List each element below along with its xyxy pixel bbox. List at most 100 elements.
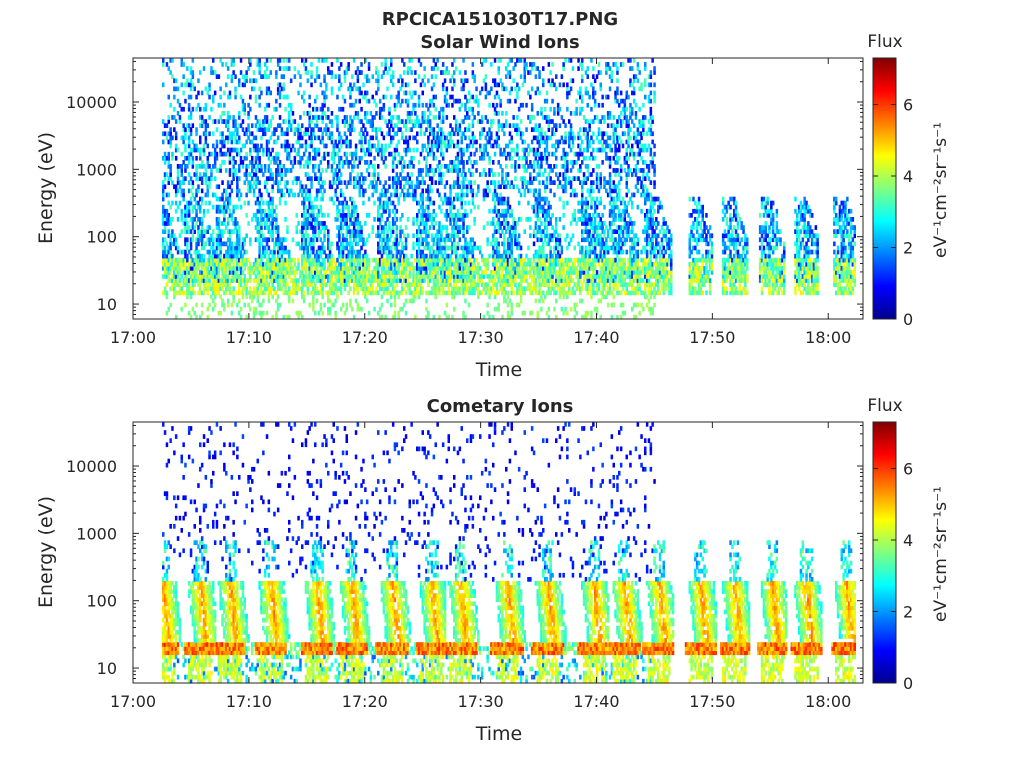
heatmap-cell [236, 176, 239, 181]
heatmap-cell [336, 278, 339, 283]
heatmap-cell [414, 314, 417, 320]
heatmap-cell [238, 233, 241, 239]
heatmap-cell [339, 261, 343, 267]
heatmap-cell [362, 290, 365, 296]
heatmap-cell [247, 270, 250, 275]
heatmap-cell [408, 66, 411, 71]
heatmap-cell [354, 229, 358, 234]
heatmap-cell [501, 286, 504, 292]
heatmap-cell [323, 274, 326, 279]
heatmap-cell [373, 184, 376, 190]
heatmap-cell [364, 188, 367, 194]
heatmap-cell [195, 94, 198, 100]
heatmap-cell [416, 278, 419, 283]
heatmap-cell [399, 229, 402, 234]
heatmap-cell [419, 229, 423, 234]
heatmap-cell [506, 310, 510, 316]
heatmap-cell [475, 94, 478, 100]
heatmap-cell [460, 86, 463, 92]
heatmap-cell [232, 261, 235, 267]
heatmap-cell [349, 302, 352, 308]
heatmap-cell [454, 213, 458, 218]
heatmap-cell [332, 143, 335, 149]
heatmap-cell [193, 217, 196, 222]
heatmap-cell [312, 257, 315, 263]
heatmap-cell [508, 257, 512, 263]
heatmap-cell [206, 143, 209, 149]
heatmap-cell [495, 102, 499, 108]
heatmap-cell [339, 270, 343, 275]
heatmap-cell [462, 253, 465, 259]
heatmap-cell [341, 119, 345, 124]
heatmap-cell [464, 261, 467, 267]
heatmap-cell [199, 221, 202, 226]
heatmap-cell [434, 168, 437, 173]
heatmap-cell [360, 184, 363, 190]
heatmap-cell [191, 306, 195, 312]
heatmap-cell [265, 127, 269, 132]
heatmap-cell [430, 290, 434, 296]
heatmap-cell [456, 261, 460, 267]
heatmap-cell [449, 274, 452, 279]
heatmap-cell [406, 66, 410, 71]
heatmap-cell [360, 225, 363, 230]
heatmap-cell [276, 278, 280, 283]
heatmap-cell [508, 261, 512, 267]
heatmap-cell [349, 233, 352, 239]
heatmap-cell [495, 229, 499, 234]
heatmap-cell [384, 66, 387, 71]
heatmap-cell [206, 90, 209, 96]
heatmap-cell [182, 176, 185, 181]
heatmap-cell [395, 176, 399, 181]
heatmap-cell [369, 180, 373, 185]
heatmap-cell [358, 160, 361, 165]
heatmap-cell [295, 290, 298, 296]
heatmap-cell [464, 213, 467, 218]
heatmap-cell [445, 180, 449, 185]
heatmap-cell [486, 139, 489, 145]
heatmap-cell [410, 127, 413, 132]
heatmap-cell [341, 266, 345, 271]
heatmap-cell [232, 270, 235, 275]
heatmap-cell [230, 213, 234, 218]
heatmap-cell [419, 286, 423, 292]
heatmap-cell [475, 257, 478, 263]
heatmap-cell [401, 119, 404, 124]
heatmap-cell [317, 253, 321, 259]
heatmap-cell [443, 135, 447, 141]
heatmap-cell [169, 245, 172, 251]
heatmap-cell [473, 241, 476, 247]
heatmap-cell [178, 266, 182, 271]
heatmap-cell [364, 111, 367, 116]
heatmap-cell [508, 266, 512, 271]
heatmap-cell [234, 245, 237, 251]
heatmap-cell [269, 70, 272, 75]
heatmap-cell [276, 233, 280, 239]
heatmap-cell [403, 192, 406, 198]
heatmap-cell [419, 213, 423, 218]
heatmap-cell [319, 306, 323, 312]
heatmap-cell [412, 147, 415, 153]
heatmap-cell [434, 106, 437, 112]
heatmap-cell [252, 294, 256, 300]
heatmap-cell [382, 204, 386, 210]
heatmap-cell [187, 127, 191, 132]
heatmap-cell [449, 196, 452, 202]
heatmap-cell [349, 102, 352, 108]
heatmap-cell [427, 123, 430, 128]
heatmap-cell [495, 221, 499, 226]
heatmap-cell [390, 74, 393, 79]
heatmap-cell [445, 302, 449, 308]
heatmap-cell [282, 143, 285, 149]
heatmap-cell [352, 266, 356, 271]
heatmap-cell [358, 261, 361, 267]
heatmap-cell [312, 229, 315, 234]
heatmap-cell [495, 208, 499, 214]
heatmap-cell [319, 176, 323, 181]
heatmap-cell [364, 241, 367, 247]
heatmap-cell [427, 261, 430, 267]
heatmap-cell [254, 278, 258, 283]
heatmap-cell [217, 270, 221, 275]
heatmap-cell [317, 164, 321, 169]
heatmap-cell [225, 253, 228, 259]
